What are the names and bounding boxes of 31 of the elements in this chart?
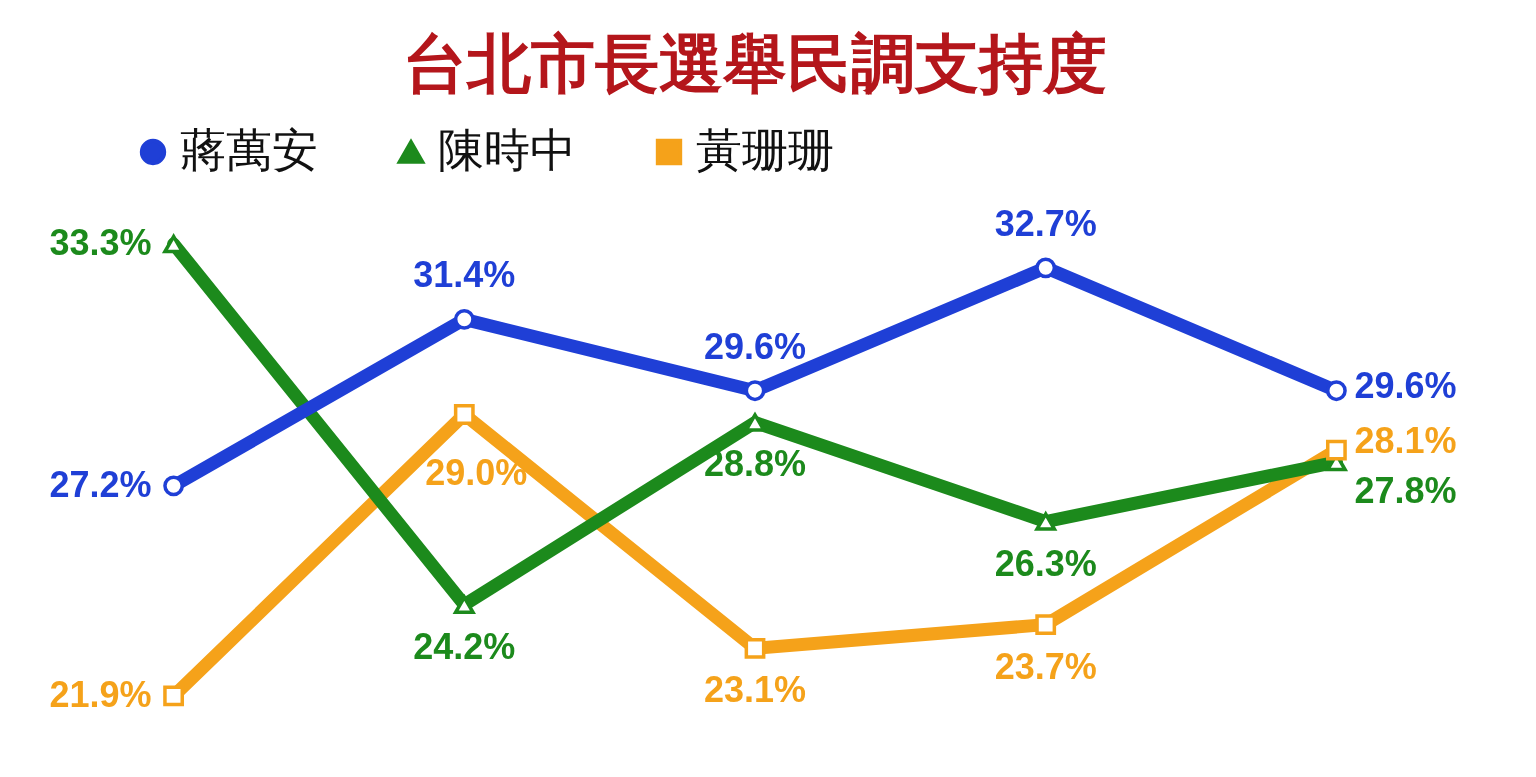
- data-label: 24.2%: [413, 625, 516, 667]
- point: [1325, 380, 1347, 402]
- data-label: 28.1%: [1354, 420, 1457, 462]
- point: [1035, 614, 1057, 636]
- legend-label: 蔣萬安: [180, 123, 318, 177]
- chart-title: 台北市長選舉民調支持度: [403, 26, 1107, 101]
- point: [1325, 439, 1347, 461]
- data-label: 31.4%: [413, 254, 516, 296]
- data-label: 23.1%: [703, 669, 807, 711]
- point: [452, 593, 476, 615]
- point: [1035, 257, 1057, 279]
- data-label: 23.7%: [994, 645, 1097, 687]
- point: [744, 637, 766, 659]
- point: [163, 685, 185, 707]
- legend-label: 陳時中: [438, 123, 576, 177]
- point: [1035, 512, 1057, 531]
- data-label: 26.3%: [994, 542, 1097, 584]
- point: [744, 380, 766, 402]
- data-label: 21.9%: [49, 673, 152, 715]
- data-label: 28.8%: [703, 443, 807, 485]
- data-label: 27.2%: [49, 463, 152, 505]
- point: [453, 404, 475, 425]
- data-label: 32.7%: [994, 202, 1097, 244]
- point: [163, 475, 185, 497]
- data-label: 27.8%: [1354, 470, 1457, 512]
- data-label: 29.6%: [1354, 364, 1457, 406]
- point: [453, 308, 475, 330]
- data-label: 33.3%: [49, 222, 152, 264]
- data-label: 29.6%: [703, 325, 807, 367]
- data-label: 29.0%: [425, 451, 528, 493]
- legend-label: 黃珊珊: [696, 123, 834, 177]
